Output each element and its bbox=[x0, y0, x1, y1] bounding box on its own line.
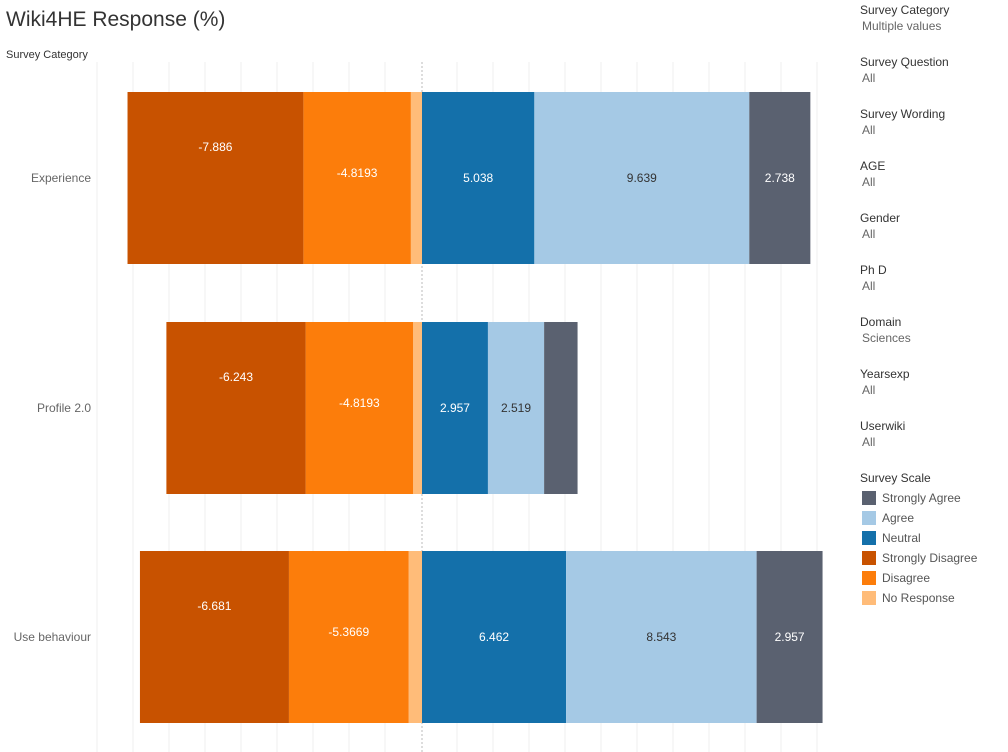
legend-item-strongly-agree[interactable]: Strongly Agree bbox=[860, 488, 1008, 508]
bar-neutral[interactable] bbox=[422, 322, 488, 494]
bar-disagree[interactable] bbox=[305, 322, 414, 494]
filter-title: Survey Category bbox=[860, 3, 950, 17]
bar-strongly-agree[interactable] bbox=[749, 92, 811, 264]
legend-label: Strongly Disagree bbox=[882, 551, 978, 565]
filter-value[interactable]: All bbox=[862, 123, 876, 137]
filter-domain[interactable]: Domain Sciences bbox=[860, 315, 1008, 345]
legend-item-agree[interactable]: Agree bbox=[860, 508, 1008, 528]
data-label: 2.957 bbox=[440, 401, 470, 415]
filter-yearsexp[interactable]: Yearsexp All bbox=[860, 367, 1008, 397]
filter-gender[interactable]: Gender All bbox=[860, 211, 1008, 241]
data-label: -5.3669 bbox=[328, 625, 369, 639]
legend-swatch bbox=[862, 551, 876, 565]
legend-title: Survey Scale bbox=[860, 471, 931, 485]
filter-value[interactable]: All bbox=[862, 435, 876, 449]
chart-canvas: Experience -4.8193 -7.886 5.038 9.639 2.738 Pr… bbox=[14, 62, 823, 752]
bar-strongly-disagree[interactable] bbox=[127, 92, 304, 264]
filter-userwiki[interactable]: Userwiki All bbox=[860, 419, 1008, 449]
legend-swatch bbox=[862, 491, 876, 505]
data-label: -7.886 bbox=[198, 140, 232, 154]
bar-agree[interactable] bbox=[566, 551, 757, 723]
legend-swatch bbox=[862, 571, 876, 585]
legend-label: Strongly Agree bbox=[882, 491, 961, 505]
bar-strongly-agree[interactable] bbox=[756, 551, 823, 723]
legend: Survey Scale Strongly Agree Agree Neutral S… bbox=[860, 471, 1008, 608]
bar-neutral[interactable] bbox=[422, 551, 567, 723]
row-header: Survey Category bbox=[6, 49, 88, 61]
legend-label: Agree bbox=[882, 511, 915, 525]
legend-label: No Response bbox=[882, 591, 955, 605]
filter-survey-wording[interactable]: Survey Wording All bbox=[860, 107, 1008, 137]
category-label: Use behaviour bbox=[14, 630, 91, 644]
legend-label: Disagree bbox=[882, 571, 931, 585]
filter-title: AGE bbox=[860, 159, 886, 173]
category-label: Profile 2.0 bbox=[37, 401, 91, 415]
bar-disagree[interactable] bbox=[303, 92, 411, 264]
filter-value[interactable]: All bbox=[862, 279, 876, 293]
bar-no-response[interactable] bbox=[410, 92, 422, 264]
bar-agree[interactable] bbox=[534, 92, 750, 264]
label-layer: Experience -4.8193 -7.886 5.038 9.639 2.738 Pr… bbox=[14, 140, 805, 644]
bar-no-response[interactable] bbox=[408, 551, 422, 723]
category-label: Experience bbox=[31, 171, 91, 185]
filter-title: Gender bbox=[860, 211, 901, 225]
filter-value[interactable]: All bbox=[862, 383, 876, 397]
filter-survey-category[interactable]: Survey Category Multiple values bbox=[860, 3, 1008, 33]
filter-value[interactable]: Sciences bbox=[862, 331, 911, 345]
legend-swatch bbox=[862, 591, 876, 605]
chart-title: Wiki4HE Response (%) bbox=[6, 8, 226, 31]
legend-swatch bbox=[862, 531, 876, 545]
legend-item-disagree[interactable]: Disagree bbox=[860, 568, 1008, 588]
filter-title: Survey Wording bbox=[860, 107, 946, 121]
bar-strongly-disagree[interactable] bbox=[166, 322, 306, 494]
bar-neutral[interactable] bbox=[422, 92, 535, 264]
filter-value[interactable]: All bbox=[862, 227, 876, 241]
filter-value[interactable]: All bbox=[862, 71, 876, 85]
data-label: 8.543 bbox=[646, 630, 676, 644]
data-label: 2.519 bbox=[501, 401, 531, 415]
filter-title: Ph D bbox=[860, 263, 887, 277]
filter-title: Survey Question bbox=[860, 55, 949, 69]
filter-ph-d[interactable]: Ph D All bbox=[860, 263, 1008, 293]
data-label: 6.462 bbox=[479, 630, 509, 644]
bar-agree[interactable] bbox=[487, 322, 545, 494]
filter-value[interactable]: Multiple values bbox=[862, 19, 942, 33]
filter-title: Yearsexp bbox=[860, 367, 910, 381]
data-label: -6.681 bbox=[197, 599, 231, 613]
legend-label: Neutral bbox=[882, 531, 921, 545]
data-label: 2.738 bbox=[765, 171, 795, 185]
bar-disagree[interactable] bbox=[288, 551, 409, 723]
data-label: -4.8193 bbox=[339, 396, 380, 410]
legend-items: Strongly Agree Agree Neutral Strongly Disag… bbox=[860, 488, 1008, 608]
data-label: -4.8193 bbox=[337, 166, 378, 180]
bar-layer bbox=[127, 92, 823, 723]
data-label: 5.038 bbox=[463, 171, 493, 185]
legend-item-strongly-disagree[interactable]: Strongly Disagree bbox=[860, 548, 1008, 568]
legend-item-neutral[interactable]: Neutral bbox=[860, 528, 1008, 548]
data-label: 2.957 bbox=[775, 630, 805, 644]
data-label: -6.243 bbox=[219, 370, 253, 384]
filter-survey-question[interactable]: Survey Question All bbox=[860, 55, 1008, 85]
bar-strongly-agree[interactable] bbox=[544, 322, 578, 494]
legend-item-no-response[interactable]: No Response bbox=[860, 588, 1008, 608]
bar-strongly-disagree[interactable] bbox=[139, 551, 289, 723]
filter-title: Userwiki bbox=[860, 419, 906, 433]
filter-value[interactable]: All bbox=[862, 175, 876, 189]
data-label: 9.639 bbox=[627, 171, 657, 185]
filter-age[interactable]: AGE All bbox=[860, 159, 1008, 189]
bar-no-response[interactable] bbox=[413, 322, 422, 494]
legend-swatch bbox=[862, 511, 876, 525]
filter-title: Domain bbox=[860, 315, 902, 329]
